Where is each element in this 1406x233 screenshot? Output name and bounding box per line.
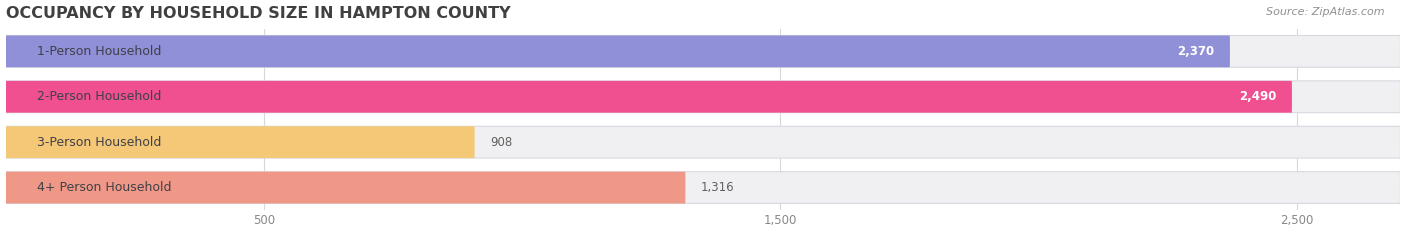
Text: Source: ZipAtlas.com: Source: ZipAtlas.com [1267, 7, 1385, 17]
FancyBboxPatch shape [6, 81, 1292, 113]
Text: OCCUPANCY BY HOUSEHOLD SIZE IN HAMPTON COUNTY: OCCUPANCY BY HOUSEHOLD SIZE IN HAMPTON C… [6, 6, 510, 21]
FancyBboxPatch shape [6, 172, 1400, 203]
Text: 2,490: 2,490 [1239, 90, 1277, 103]
Text: 4+ Person Household: 4+ Person Household [37, 181, 172, 194]
FancyBboxPatch shape [6, 35, 1400, 67]
Text: 3-Person Household: 3-Person Household [37, 136, 160, 149]
FancyBboxPatch shape [6, 126, 1400, 158]
Text: 2-Person Household: 2-Person Household [37, 90, 160, 103]
Text: 1,316: 1,316 [702, 181, 734, 194]
FancyBboxPatch shape [6, 81, 1400, 113]
FancyBboxPatch shape [6, 172, 686, 203]
Text: 2,370: 2,370 [1177, 45, 1215, 58]
FancyBboxPatch shape [6, 126, 475, 158]
Text: 908: 908 [491, 136, 512, 149]
FancyBboxPatch shape [6, 35, 1230, 67]
Text: 1-Person Household: 1-Person Household [37, 45, 160, 58]
